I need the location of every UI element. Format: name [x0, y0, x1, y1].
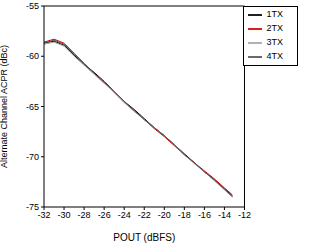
- svg-text:-65: -65: [26, 102, 39, 112]
- html-text:3TX: 3TX: [266, 37, 283, 48]
- svg-text:-28: -28: [78, 210, 91, 220]
- svg-text:-60: -60: [26, 51, 39, 61]
- svg-text:-20: -20: [158, 210, 171, 220]
- svg-text:-22: -22: [138, 210, 151, 220]
- html-text:4TX: 4TX: [266, 51, 283, 62]
- html-text:1TX: 1TX: [266, 9, 283, 20]
- svg-text:-70: -70: [26, 152, 39, 162]
- svg-text:-30: -30: [58, 210, 71, 220]
- svg-text:-55: -55: [26, 1, 39, 11]
- svg-text:-18: -18: [178, 210, 191, 220]
- svg-text:Alternate Channel ACPR (dBc): Alternate Channel ACPR (dBc): [8, 45, 9, 168]
- svg-text:-14: -14: [218, 210, 231, 220]
- svg-text:POUT (dBFS): POUT (dBFS): [113, 232, 175, 243]
- svg-text:-75: -75: [26, 202, 39, 212]
- svg-text:-12: -12: [238, 210, 251, 220]
- svg-text:-32: -32: [37, 210, 50, 220]
- svg-text:-16: -16: [198, 210, 211, 220]
- svg-text:-26: -26: [98, 210, 111, 220]
- html-text:2TX: 2TX: [266, 23, 283, 34]
- svg-text:-24: -24: [118, 210, 131, 220]
